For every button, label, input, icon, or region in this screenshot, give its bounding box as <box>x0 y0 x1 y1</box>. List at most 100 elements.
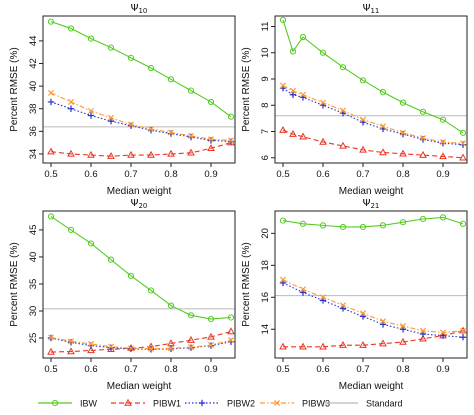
x-tick-label: 0.9 <box>204 169 217 180</box>
data-point-pibw2 <box>67 339 75 346</box>
data-point-pibw3 <box>107 114 115 121</box>
series-line-pibw1 <box>282 129 464 159</box>
series-pibw3 <box>279 82 467 147</box>
data-point-ibw <box>459 129 467 136</box>
data-point-ibw <box>227 113 235 120</box>
data-point-ibw <box>87 35 95 42</box>
data-point-pibw1 <box>279 125 287 133</box>
series-pibw1 <box>279 326 467 350</box>
y-tick-label: 9 <box>260 76 271 81</box>
data-point-pibw1 <box>187 335 195 343</box>
legend-marker <box>198 399 206 407</box>
series-line-pibw3 <box>282 85 464 144</box>
data-point-pibw3 <box>339 107 347 114</box>
chart-panel: Ψ21 0.5 0.6 0.7 0.8 0.9 14 16 18 20 Median weight P… <box>241 198 468 392</box>
series-ibw <box>47 213 235 323</box>
data-point-ibw <box>147 64 155 72</box>
legend-marker <box>51 399 59 407</box>
data-point-pibw1 <box>459 326 467 334</box>
data-point-ibw <box>339 64 347 71</box>
data-point-pibw2 <box>459 334 467 341</box>
y-axis-label: Percent RMSE (%) <box>241 47 252 131</box>
x-tick-label: 0.7 <box>356 169 369 180</box>
x-axis-label: Median weight <box>107 186 172 197</box>
legend-label: PIBW3 <box>302 399 330 409</box>
data-point-pibw2 <box>459 141 467 148</box>
data-point-pibw2 <box>289 91 297 98</box>
data-point-pibw3 <box>439 138 447 146</box>
data-point-pibw2 <box>319 297 327 304</box>
data-point-ibw <box>379 89 387 96</box>
data-point-ibw <box>399 219 407 226</box>
data-point-pibw3 <box>359 310 367 317</box>
y-tick-label: 8 <box>260 103 271 108</box>
legend-label: Standard <box>366 399 403 409</box>
y-tick-label: 45 <box>28 225 39 236</box>
data-point-ibw <box>439 214 447 221</box>
data-point-pibw3 <box>47 334 55 341</box>
series-ibw <box>279 16 467 136</box>
data-point-pibw2 <box>107 117 115 125</box>
data-point-pibw3 <box>187 344 195 351</box>
x-tick-label: 0.8 <box>396 169 409 180</box>
data-point-pibw2 <box>147 127 155 134</box>
data-point-pibw2 <box>419 330 427 338</box>
series-pibw2 <box>47 98 235 145</box>
data-point-ibw <box>167 302 175 309</box>
data-point-pibw3 <box>147 345 155 352</box>
y-tick-label: 10 <box>260 47 271 58</box>
data-point-pibw3 <box>47 89 55 96</box>
data-point-pibw3 <box>207 136 215 143</box>
data-point-pibw3 <box>67 338 75 345</box>
data-point-pibw3 <box>299 91 307 98</box>
y-tick-label: 6 <box>260 155 271 160</box>
data-point-pibw3 <box>167 129 175 136</box>
plot-frame <box>274 210 468 359</box>
data-point-pibw3 <box>419 327 427 334</box>
data-point-pibw1 <box>439 152 447 160</box>
panel-title: Ψ21 <box>363 198 380 210</box>
data-point-pibw2 <box>67 105 75 112</box>
y-axis-label: Percent RMSE (%) <box>9 47 20 131</box>
y-tick-label: 40 <box>28 252 39 263</box>
y-tick-label: 36 <box>28 126 39 137</box>
y-tick-label: 11 <box>260 22 271 32</box>
y-tick-label: 14 <box>260 324 271 335</box>
data-point-pibw2 <box>299 289 307 296</box>
data-point-pibw2 <box>439 332 447 339</box>
data-point-ibw <box>359 223 367 231</box>
legend: IBW PIBW1 PIBW2 PIBW3 Standard <box>38 399 403 409</box>
data-point-ibw <box>289 48 297 55</box>
data-point-ibw <box>47 213 55 220</box>
chart-panels: Ψ10 0.5 0.6 0.7 0.8 0.9 34 36 38 40 42 44 Median wei… <box>9 3 468 392</box>
data-point-pibw3 <box>379 318 387 325</box>
series-line-pibw2 <box>50 101 232 143</box>
x-axis-label: Median weight <box>107 381 172 392</box>
data-point-pibw1 <box>47 347 55 355</box>
x-tick-label: 0.6 <box>316 364 329 375</box>
data-point-pibw2 <box>439 140 447 147</box>
series-line-ibw <box>282 19 464 134</box>
series-pibw3 <box>279 276 467 336</box>
chart-panel: Ψ10 0.5 0.6 0.7 0.8 0.9 34 36 38 40 42 44 Median wei… <box>9 3 236 197</box>
data-point-ibw <box>167 76 175 83</box>
data-point-ibw <box>319 222 327 229</box>
data-point-ibw <box>339 223 347 231</box>
data-point-pibw3 <box>127 121 135 128</box>
data-point-ibw <box>67 226 75 234</box>
data-point-ibw <box>459 220 467 227</box>
data-point-pibw3 <box>399 323 407 330</box>
data-point-pibw1 <box>379 148 387 156</box>
panel-title: Ψ20 <box>131 198 148 210</box>
data-point-pibw1 <box>107 151 115 159</box>
data-point-pibw2 <box>227 138 235 145</box>
series-pibw2 <box>279 279 467 341</box>
data-point-ibw <box>227 314 235 321</box>
data-point-pibw1 <box>227 327 235 335</box>
legend-label: PIBW2 <box>227 399 255 409</box>
y-tick-label: 34 <box>28 149 39 160</box>
chart-panel: Ψ20 0.5 0.6 0.7 0.8 0.9 25 30 35 40 45 Median weigh… <box>9 198 236 392</box>
data-point-ibw <box>399 99 407 106</box>
x-tick-label: 0.5 <box>44 169 57 180</box>
data-point-pibw1 <box>319 137 327 145</box>
